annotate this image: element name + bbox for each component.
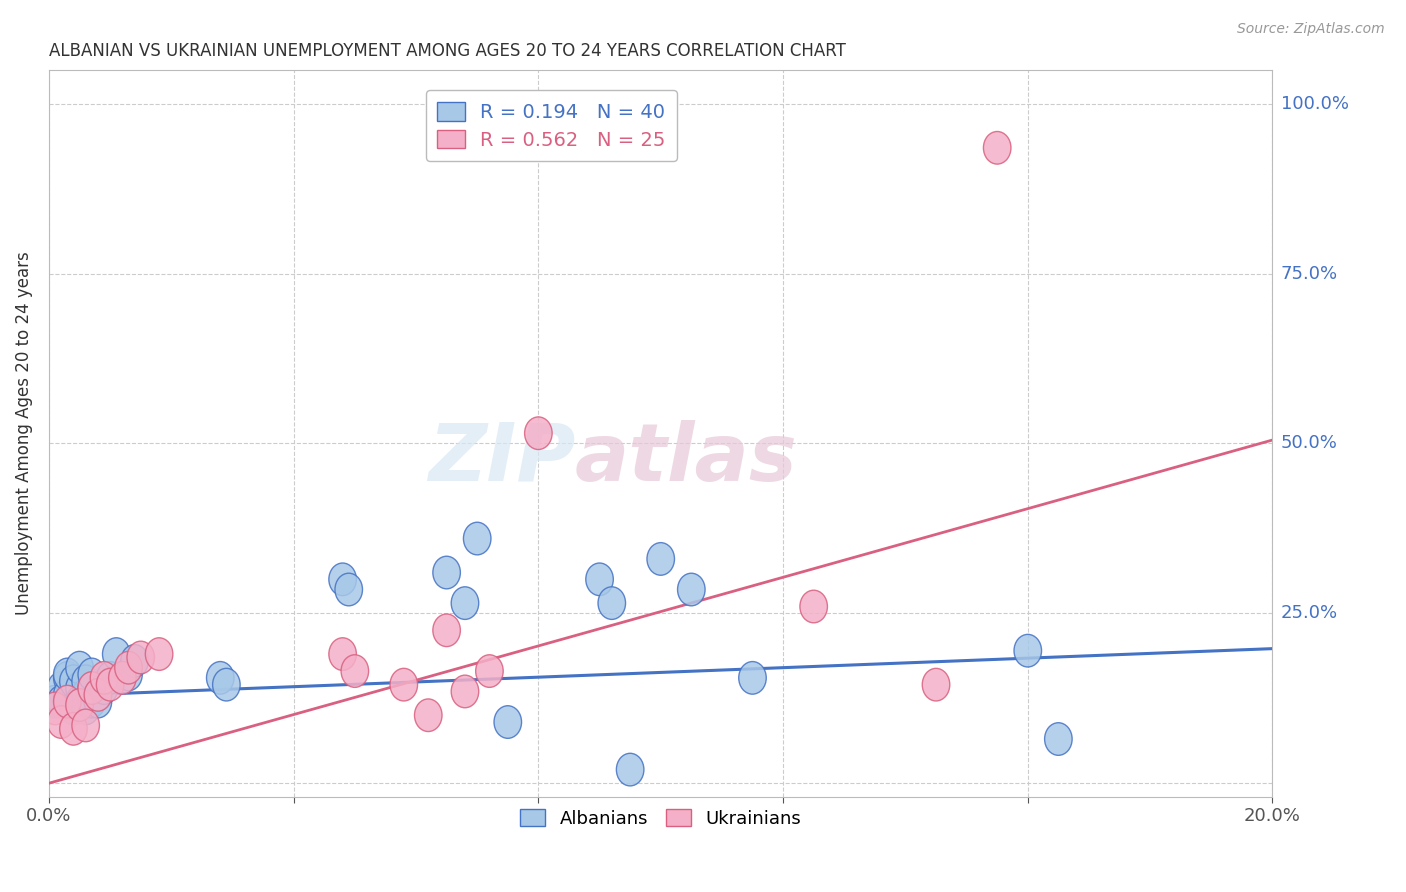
Ellipse shape xyxy=(48,706,75,739)
Ellipse shape xyxy=(451,587,478,619)
Ellipse shape xyxy=(464,522,491,555)
Ellipse shape xyxy=(329,563,356,596)
Ellipse shape xyxy=(451,675,478,707)
Ellipse shape xyxy=(97,668,124,701)
Ellipse shape xyxy=(800,591,828,623)
Legend: Albanians, Ukrainians: Albanians, Ukrainians xyxy=(513,802,808,835)
Ellipse shape xyxy=(66,651,93,684)
Text: 100.0%: 100.0% xyxy=(1281,95,1348,112)
Ellipse shape xyxy=(524,417,553,450)
Ellipse shape xyxy=(494,706,522,739)
Ellipse shape xyxy=(59,692,87,724)
Ellipse shape xyxy=(66,672,93,705)
Ellipse shape xyxy=(59,713,87,745)
Ellipse shape xyxy=(53,679,82,711)
Text: 50.0%: 50.0% xyxy=(1281,434,1337,452)
Ellipse shape xyxy=(1014,634,1042,667)
Ellipse shape xyxy=(97,662,124,694)
Ellipse shape xyxy=(53,685,82,718)
Ellipse shape xyxy=(77,672,105,705)
Ellipse shape xyxy=(108,662,136,694)
Ellipse shape xyxy=(41,685,69,718)
Ellipse shape xyxy=(342,655,368,688)
Ellipse shape xyxy=(433,614,460,647)
Ellipse shape xyxy=(72,665,100,698)
Text: ALBANIAN VS UKRAINIAN UNEMPLOYMENT AMONG AGES 20 TO 24 YEARS CORRELATION CHART: ALBANIAN VS UKRAINIAN UNEMPLOYMENT AMONG… xyxy=(49,42,846,60)
Text: atlas: atlas xyxy=(575,419,797,498)
Ellipse shape xyxy=(53,662,82,694)
Text: 75.0%: 75.0% xyxy=(1281,265,1339,283)
Ellipse shape xyxy=(90,662,118,694)
Ellipse shape xyxy=(922,668,950,701)
Ellipse shape xyxy=(90,672,118,705)
Ellipse shape xyxy=(115,658,142,690)
Ellipse shape xyxy=(72,679,100,711)
Ellipse shape xyxy=(207,662,233,694)
Ellipse shape xyxy=(647,542,675,575)
Ellipse shape xyxy=(335,574,363,606)
Ellipse shape xyxy=(475,655,503,688)
Ellipse shape xyxy=(389,668,418,701)
Ellipse shape xyxy=(678,574,704,606)
Ellipse shape xyxy=(121,645,149,677)
Ellipse shape xyxy=(77,685,105,718)
Ellipse shape xyxy=(127,641,155,673)
Text: ZIP: ZIP xyxy=(427,419,575,498)
Ellipse shape xyxy=(329,638,356,671)
Ellipse shape xyxy=(616,753,644,786)
Ellipse shape xyxy=(77,658,105,690)
Ellipse shape xyxy=(48,685,75,718)
Ellipse shape xyxy=(48,672,75,705)
Ellipse shape xyxy=(77,672,105,705)
Ellipse shape xyxy=(72,692,100,724)
Ellipse shape xyxy=(212,668,240,701)
Ellipse shape xyxy=(103,638,129,671)
Ellipse shape xyxy=(1045,723,1073,756)
Text: 25.0%: 25.0% xyxy=(1281,604,1339,623)
Ellipse shape xyxy=(586,563,613,596)
Ellipse shape xyxy=(53,658,82,690)
Ellipse shape xyxy=(598,587,626,619)
Ellipse shape xyxy=(59,665,87,698)
Ellipse shape xyxy=(738,662,766,694)
Ellipse shape xyxy=(84,679,111,711)
Ellipse shape xyxy=(415,699,441,731)
Ellipse shape xyxy=(433,557,460,589)
Ellipse shape xyxy=(72,709,100,742)
Ellipse shape xyxy=(66,689,93,722)
Ellipse shape xyxy=(983,131,1011,164)
Y-axis label: Unemployment Among Ages 20 to 24 years: Unemployment Among Ages 20 to 24 years xyxy=(15,252,32,615)
Ellipse shape xyxy=(84,679,111,711)
Text: Source: ZipAtlas.com: Source: ZipAtlas.com xyxy=(1237,22,1385,37)
Ellipse shape xyxy=(115,651,142,684)
Ellipse shape xyxy=(145,638,173,671)
Ellipse shape xyxy=(66,685,93,718)
Ellipse shape xyxy=(84,685,111,718)
Ellipse shape xyxy=(41,692,69,724)
